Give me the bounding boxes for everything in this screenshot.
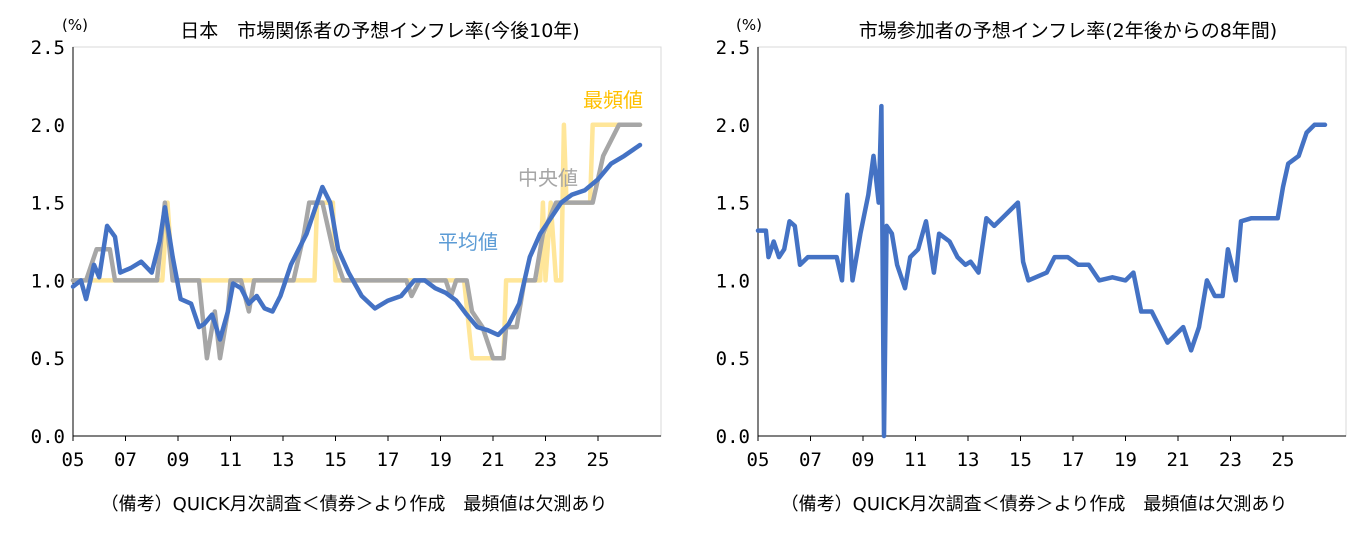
x-tick-label: 09 <box>852 449 875 471</box>
right-y-unit: (%) <box>736 16 762 34</box>
series-line-mean <box>70 142 643 342</box>
right-source-note: （備考）QUICK月次調査＜債券＞より作成 最頻値は欠測あり <box>781 494 1288 515</box>
y-tick-label: 0.5 <box>31 348 65 370</box>
left-source-note: （備考）QUICK月次調査＜債券＞より作成 最頻値は欠測あり <box>101 494 608 515</box>
x-tick-label: 15 <box>324 449 347 471</box>
x-tick-label: 15 <box>1009 449 1032 471</box>
legend-label-mean: 平均値 <box>438 230 498 254</box>
right-chart: 市場参加者の予想インフレ率(2年後からの8年間) (%) 0.0 0.5 1.0 1.… <box>716 16 1347 515</box>
y-tick-label: 0.0 <box>31 426 65 448</box>
left-y-axis: 0.0 0.5 1.0 1.5 2.0 2.5 <box>31 37 74 448</box>
x-tick-label: 17 <box>1062 449 1085 471</box>
series-line-expected-inflation <box>755 103 1328 439</box>
left-chart-title: 日本 市場関係者の予想インフレ率(今後10年) <box>180 20 579 42</box>
x-tick-label: 11 <box>219 449 242 471</box>
x-tick-label: 09 <box>167 449 190 471</box>
x-tick-label: 25 <box>1272 449 1295 471</box>
x-tick-label: 13 <box>272 449 295 471</box>
x-tick-label: 25 <box>587 449 610 471</box>
y-tick-label: 1.5 <box>716 193 750 215</box>
left-y-unit: (%) <box>62 16 88 34</box>
y-tick-label: 2.0 <box>716 115 750 137</box>
x-tick-label: 05 <box>747 449 770 471</box>
x-tick-label: 13 <box>957 449 980 471</box>
x-tick-label: 19 <box>429 449 452 471</box>
legend-label-median: 中央値 <box>518 166 578 190</box>
y-tick-label: 2.0 <box>31 115 65 137</box>
left-x-axis: 05 07 09 11 13 15 17 19 21 23 25 <box>62 435 661 471</box>
right-y-axis: 0.0 0.5 1.0 1.5 2.0 2.5 <box>716 37 759 448</box>
y-tick-label: 2.5 <box>31 37 65 59</box>
y-tick-label: 0.0 <box>716 426 750 448</box>
y-tick-label: 2.5 <box>716 37 750 59</box>
right-chart-title: 市場参加者の予想インフレ率(2年後からの8年間) <box>859 20 1277 42</box>
legend-label-mode: 最頻値 <box>583 88 643 112</box>
x-tick-label: 23 <box>534 449 557 471</box>
x-tick-label: 23 <box>1219 449 1242 471</box>
x-tick-label: 21 <box>1167 449 1190 471</box>
left-series-lines <box>70 122 643 361</box>
y-tick-label: 1.5 <box>31 193 65 215</box>
y-tick-label: 1.0 <box>716 270 750 292</box>
x-tick-label: 05 <box>62 449 85 471</box>
x-tick-label: 07 <box>799 449 822 471</box>
y-tick-label: 0.5 <box>716 348 750 370</box>
left-chart: 日本 市場関係者の予想インフレ率(今後10年) (%) 0.0 0.5 1.0 1.5… <box>31 16 662 515</box>
right-series-lines <box>755 103 1328 439</box>
x-tick-label: 17 <box>377 449 400 471</box>
x-tick-label: 19 <box>1114 449 1137 471</box>
x-tick-label: 21 <box>482 449 505 471</box>
right-x-axis: 05 07 09 11 13 15 17 19 21 23 25 <box>747 435 1346 471</box>
x-tick-label: 11 <box>904 449 927 471</box>
x-tick-label: 07 <box>114 449 137 471</box>
y-tick-label: 1.0 <box>31 270 65 292</box>
